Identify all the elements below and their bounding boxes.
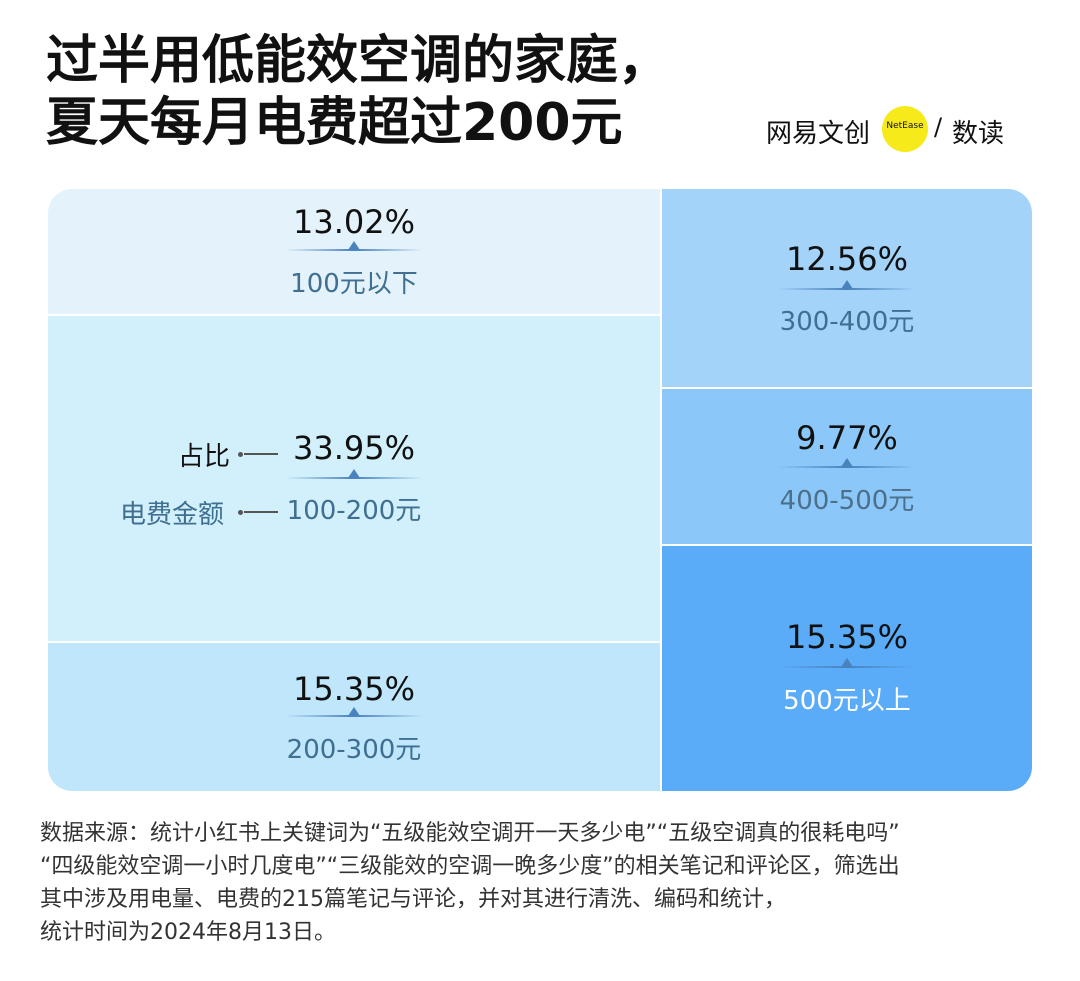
treemap-cell-100-200: 33.95% 100-200元 占比电费金额: [48, 316, 660, 641]
cell-divider: [778, 666, 916, 668]
cell-pointer-icon: [348, 707, 360, 716]
cell-percent-label: 33.95%: [292, 429, 415, 467]
cell-pointer-icon: [841, 458, 853, 467]
cell-amount-label: 300-400元: [779, 307, 915, 337]
brand-sub: 数读: [952, 119, 1005, 149]
brand-slash: /: [934, 113, 943, 141]
cell-pointer-icon: [841, 658, 853, 667]
title-line-1: 过半用低能效空调的家庭，: [46, 31, 671, 91]
cell-divider: [778, 466, 916, 468]
cell-amount-label: 100元以下: [290, 269, 418, 299]
treemap-cell-over-500: 15.35% 500元以上: [662, 546, 1032, 791]
cell-pointer-icon: [348, 469, 360, 478]
source-line-2: “四级能效空调一小时几度电”“三级能效的空调一晚多少度”的相关笔记和评论区，筛选…: [40, 854, 900, 879]
brand-badge-icon: NetEase: [882, 106, 928, 152]
source-line-1: 数据来源：统计小红书上关键词为“五级能效空调开一天多少电”“五级空调真的很耗电吗…: [40, 821, 900, 846]
brand-badge-text: NetEase: [886, 121, 924, 131]
source-line-3: 其中涉及用电量、电费的215篇笔记与评论，并对其进行清洗、编码和统计，: [40, 887, 786, 912]
cell-percent-label: 15.35%: [292, 670, 415, 708]
title-line-2: 夏天每月电费超过200元: [46, 93, 623, 153]
legend-amount-line: [244, 511, 278, 513]
treemap-chart: 13.02% 100元以下 33.95% 100-200元 占比电费金额 15.35% 20…: [48, 189, 1032, 791]
legend-amount-label: 电费金额: [120, 500, 225, 530]
chart-title: 过半用低能效空调的家庭， 夏天每月电费超过200元: [46, 30, 766, 154]
brand-name: 网易文创: [766, 119, 871, 149]
cell-amount-label: 200-300元: [286, 735, 422, 765]
cell-divider: [778, 288, 916, 290]
cell-divider: [285, 477, 423, 479]
legend-amount-dot: [238, 510, 243, 515]
brand-logo: 网易文创 NetEase / 数读: [766, 104, 1036, 154]
cell-percent-label: 15.35%: [785, 618, 908, 656]
treemap-cell-under-100: 13.02% 100元以下: [48, 189, 660, 314]
source-line-4: 统计时间为2024年8月13日。: [40, 920, 336, 945]
cell-amount-label: 400-500元: [779, 486, 915, 516]
cell-percent-label: 13.02%: [292, 203, 415, 241]
legend-share-line: [244, 453, 278, 455]
cell-divider: [285, 715, 423, 717]
cell-pointer-icon: [348, 241, 360, 250]
legend-share-dot: [238, 452, 243, 457]
cell-percent-label: 12.56%: [785, 240, 908, 278]
cell-amount-label: 100-200元: [286, 496, 422, 526]
treemap-cell-300-400: 12.56% 300-400元: [662, 189, 1032, 387]
cell-pointer-icon: [841, 280, 853, 289]
treemap-cell-400-500: 9.77% 400-500元: [662, 389, 1032, 544]
legend-share-label: 占比: [178, 442, 231, 472]
treemap-cell-200-300: 15.35% 200-300元: [48, 643, 660, 791]
cell-amount-label: 500元以上: [783, 686, 911, 716]
source-note: 数据来源：统计小红书上关键词为“五级能效空调开一天多少电”“五级空调真的很耗电吗…: [40, 817, 1050, 949]
cell-divider: [285, 249, 423, 251]
cell-percent-label: 9.77%: [796, 419, 898, 457]
